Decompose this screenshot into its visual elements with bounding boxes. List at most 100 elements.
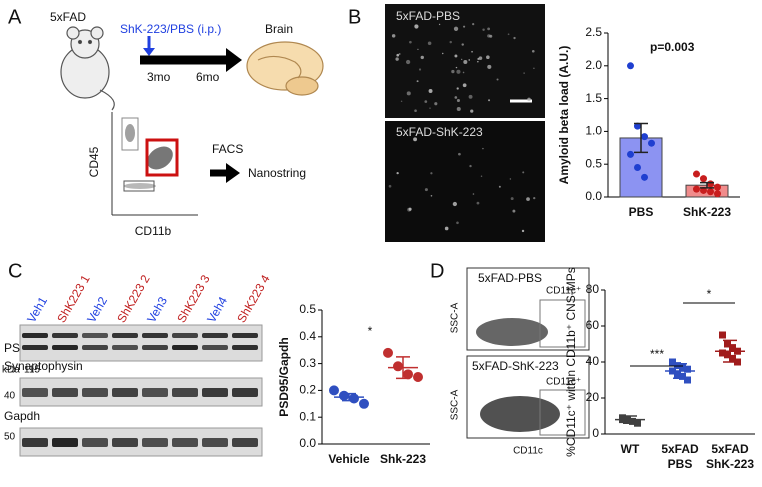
data-point [679,363,686,371]
organ-label: Brain [265,22,293,36]
plaque-speck [489,34,493,38]
plaque-speck [462,71,465,74]
y-axis-label: PSD95/Gapdh [277,337,291,416]
data-point [719,331,726,339]
panel-a: A 5xFAD ShK-223/PBS (i.p.) 3mo 6mo Brain [8,6,324,238]
plaque-speck [509,178,512,180]
data-point [719,349,726,357]
band [172,438,198,447]
plaque-speck [408,207,412,211]
plaque-speck [487,27,491,31]
band [172,345,198,350]
plaque-speck [507,33,510,36]
plaque-speck [414,109,417,113]
output-label: Nanostring [248,166,306,180]
strain-label: 5xFAD [50,10,86,24]
timepoint: 6mo [196,70,220,84]
band [112,345,138,350]
data-point [393,361,403,372]
plaque-speck [453,26,459,31]
blot [19,324,263,362]
plaque-speck [468,94,473,99]
data-point [648,139,655,147]
plaque-speck [472,23,475,26]
plaque-speck [462,83,467,88]
flow-cloud [480,396,560,432]
plaque-speck [531,49,535,53]
injection-arrowhead [143,48,155,56]
error-bar [623,415,637,424]
x-tick-label: Shk-223 [380,452,426,466]
plaque-speck [522,171,525,174]
plaque-speck [456,107,461,112]
axis-label: SSC-A [450,389,461,420]
blot-label: Synaptophysin [4,359,83,373]
data-point [714,190,721,198]
plaque-speck [388,184,392,188]
method-label: FACS [212,142,243,156]
flow-plot: CD45 CD11b [87,112,198,238]
plaque-speck [456,69,461,74]
y-tick-label: 40 [586,354,600,368]
lane-label: Veh3 [144,294,170,325]
x-tick-label: 5xFAD [661,442,699,456]
gate-label: CD11c⁺ [546,377,581,388]
data-point [641,133,648,141]
data-point [734,358,741,366]
plaque-speck [498,185,501,188]
data-point [383,347,393,358]
band [52,333,78,338]
band [142,333,168,338]
annotation: p=0.003 [650,40,695,54]
data-point [707,188,714,196]
data-point [684,365,691,373]
band [232,345,258,350]
flow-cloud [476,318,548,346]
error-bar [634,122,648,154]
data-point [700,186,707,194]
data-point [629,417,636,425]
y-tick-label: 0.1 [299,409,316,423]
plaque-speck [513,36,516,40]
data-point [634,122,641,130]
data-point [684,376,691,384]
plaque-speck [398,53,401,55]
plaque-speck [396,53,400,57]
x-tick-label: ShK-223 [683,205,731,219]
y-tick-label: 2.5 [585,25,602,39]
plaque-speck [526,197,530,201]
plaque-speck [454,96,458,99]
band [112,333,138,338]
annotation: * [707,287,712,301]
band [22,438,48,447]
band [112,438,138,447]
data-point [724,340,731,348]
plaque-speck [456,87,459,90]
micrograph [385,121,545,242]
y-axis-label: Amyloid beta load (A.U.) [557,46,571,185]
error-bar [396,356,410,380]
band [82,345,108,350]
x-tick-label: PBS [629,205,654,219]
panel-label: D [430,260,444,282]
plaque-speck [476,201,480,205]
plaque-speck [469,164,472,168]
data-point [349,393,359,404]
plaque-speck [430,172,433,175]
plaque-speck [523,72,525,74]
lane-label: Veh1 [24,294,50,325]
plaque-speck [434,102,438,106]
band [52,388,78,397]
data-point [714,183,721,191]
plaque-speck [486,55,490,60]
y-tick-label: 0.2 [299,383,316,397]
y-axis-label: %CD11c⁺ within CD11b⁺ CNS-MPs [564,267,578,457]
data-point [634,163,641,171]
panel-label: B [348,6,361,28]
plaque-speck [477,60,479,63]
panel-label: C [8,260,22,282]
panel-label: A [8,6,22,28]
data-point [674,371,681,379]
plaque-speck [406,91,411,96]
y-tick-label: 60 [586,318,600,332]
